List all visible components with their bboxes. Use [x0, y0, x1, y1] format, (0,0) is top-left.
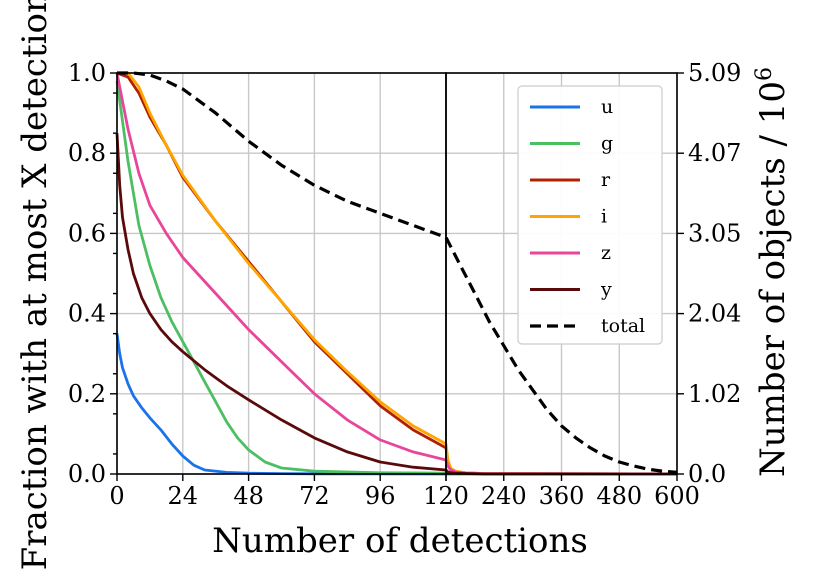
- y-axis-label-right-group: Number of objects / 106: [752, 67, 793, 477]
- series-layer: [115, 71, 678, 476]
- y-tick-label-left-2: 0.4: [68, 300, 106, 328]
- y-tick-label-right-4: 4.07: [688, 139, 741, 167]
- x-tick-label-left-2: 48: [233, 482, 264, 510]
- series-line-u: [115, 333, 677, 476]
- y-tick-label-right-1: 1.02: [688, 380, 741, 408]
- y-tick-label-left-4: 0.8: [68, 139, 106, 167]
- series-line-z: [115, 72, 678, 476]
- legend-label-u: u: [601, 96, 613, 118]
- x-tick-label-right-0: 120: [423, 482, 469, 510]
- y-tick-label-left-0: 0.0: [68, 460, 106, 488]
- legend-label-r: r: [601, 169, 611, 191]
- x-tick-label-right-1: 240: [481, 482, 527, 510]
- legend-label-total: total: [601, 315, 645, 337]
- x-tick-label-right-2: 360: [539, 482, 585, 510]
- legend-label-z: z: [601, 242, 611, 264]
- x-axis-label: Number of detections: [212, 521, 588, 561]
- y-tick-label-right-3: 3.05: [688, 219, 741, 247]
- series-line-y: [115, 133, 677, 476]
- legend-label-i: i: [601, 206, 607, 228]
- x-tick-label-left-0: 0: [109, 482, 124, 510]
- x-tick-label-left-3: 72: [299, 482, 330, 510]
- legend-label-y: y: [600, 279, 612, 301]
- y-tick-label-right-0: 0.0: [688, 460, 726, 488]
- series-line-total: [117, 71, 678, 474]
- y-tick-label-left-5: 1.0: [68, 59, 106, 87]
- y-axis-label-left: Fraction with at most X detections: [15, 0, 55, 570]
- legend-label-g: g: [601, 133, 613, 155]
- y-axis-label-right-text: Number of objects / 10: [753, 81, 793, 477]
- y-tick-label-right-2: 2.04: [688, 300, 741, 328]
- x-tick-label-left-1: 24: [168, 482, 199, 510]
- legend-box: [517, 85, 663, 345]
- y-tick-label-right-5: 5.09: [688, 59, 741, 87]
- y-axis-label-right-exponent: 6: [752, 67, 777, 81]
- ticks-layer: 0.0 0.2 0.4 0.6 0.8 1.0 0.0 1.02 2.04 3.05 4.07 5.0…: [68, 59, 742, 510]
- y-tick-label-left-1: 0.2: [68, 380, 106, 408]
- y-axis-label-right: Number of objects / 106: [752, 67, 793, 477]
- x-tick-label-right-3: 480: [596, 482, 642, 510]
- x-tick-label-right-4: 600: [654, 482, 700, 510]
- x-tick-label-left-4: 96: [365, 482, 396, 510]
- y-tick-label-left-3: 0.6: [68, 219, 106, 247]
